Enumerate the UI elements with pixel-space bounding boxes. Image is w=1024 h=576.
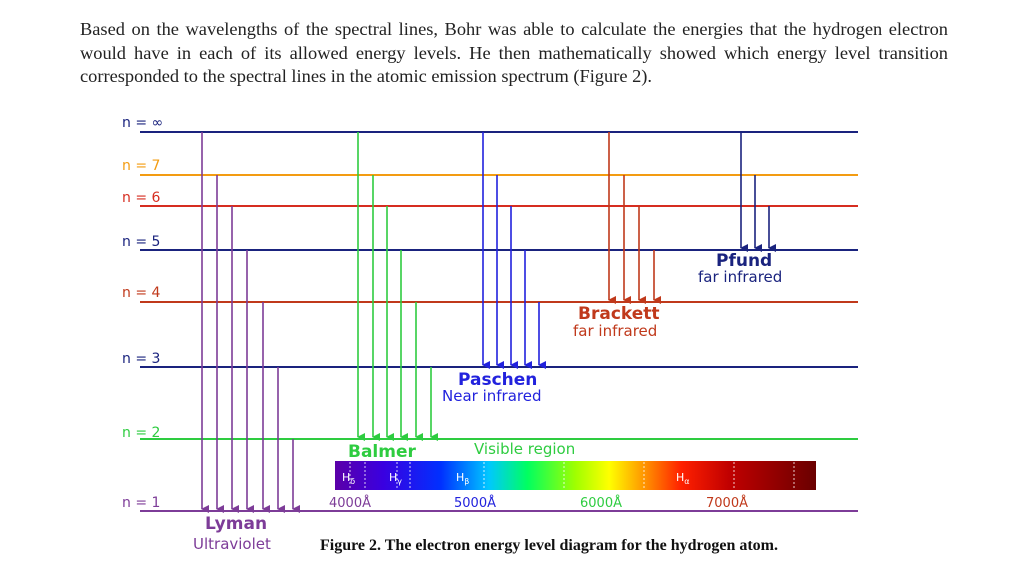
- level-label-inf: n = ∞: [122, 115, 163, 131]
- level-label-5: n = 5: [122, 234, 160, 250]
- series-sub-lyman: Ultraviolet: [193, 535, 271, 553]
- wavelength-tick-7000: 7000Å: [706, 495, 748, 511]
- series-name-lyman: Lyman: [205, 514, 267, 534]
- energy-levels: [140, 131, 858, 512]
- spectrum-bar: [335, 461, 816, 490]
- series-sub-pfund: far infrared: [698, 268, 782, 286]
- series-name-pfund: Pfund: [716, 251, 772, 271]
- level-label-3: n = 3: [122, 351, 160, 367]
- paschen-arrows: [482, 132, 546, 369]
- pfund-arrows: [740, 132, 776, 252]
- wavelength-tick-4000: 4000Å: [329, 495, 371, 511]
- figure-caption: Figure 2. The electron energy level diag…: [320, 537, 779, 554]
- series-name-brackett: Brackett: [578, 304, 660, 324]
- series-sub-brackett: far infrared: [573, 322, 657, 340]
- balmer-arrows: [357, 132, 438, 441]
- level-label-1: n = 1: [122, 495, 160, 511]
- series-sub-balmer: Visible region: [474, 440, 575, 458]
- spectral-line-h-beta: Hβ: [456, 471, 469, 486]
- level-label-4: n = 4: [122, 285, 161, 301]
- spectral-line-h-gamma: Hγ: [389, 471, 402, 486]
- level-label-6: n = 6: [122, 190, 161, 206]
- level-label-2: n = 2: [122, 425, 160, 441]
- spectral-line-h-delta: Hδ: [342, 471, 355, 486]
- visible-spectrum: Hδ Hγ Hβ Hα 4000Å 5000Å 6000Å 7000Å: [329, 461, 816, 511]
- intro-paragraph: Based on the wavelengths of the spectral…: [80, 19, 948, 87]
- wavelength-tick-6000: 6000Å: [580, 495, 622, 511]
- series-name-paschen: Paschen: [458, 370, 537, 390]
- brackett-arrows: [608, 132, 661, 304]
- level-label-7: n = 7: [122, 158, 160, 174]
- spectral-line-h-alpha: Hα: [676, 471, 690, 486]
- wavelength-tick-5000: 5000Å: [454, 495, 496, 511]
- series-name-balmer: Balmer: [348, 442, 417, 462]
- lyman-arrows: [201, 132, 300, 513]
- series-sub-paschen: Near infrared: [442, 387, 541, 405]
